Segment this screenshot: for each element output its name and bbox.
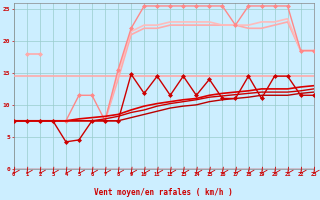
X-axis label: Vent moyen/en rafales ( km/h ): Vent moyen/en rafales ( km/h ) bbox=[94, 188, 233, 197]
